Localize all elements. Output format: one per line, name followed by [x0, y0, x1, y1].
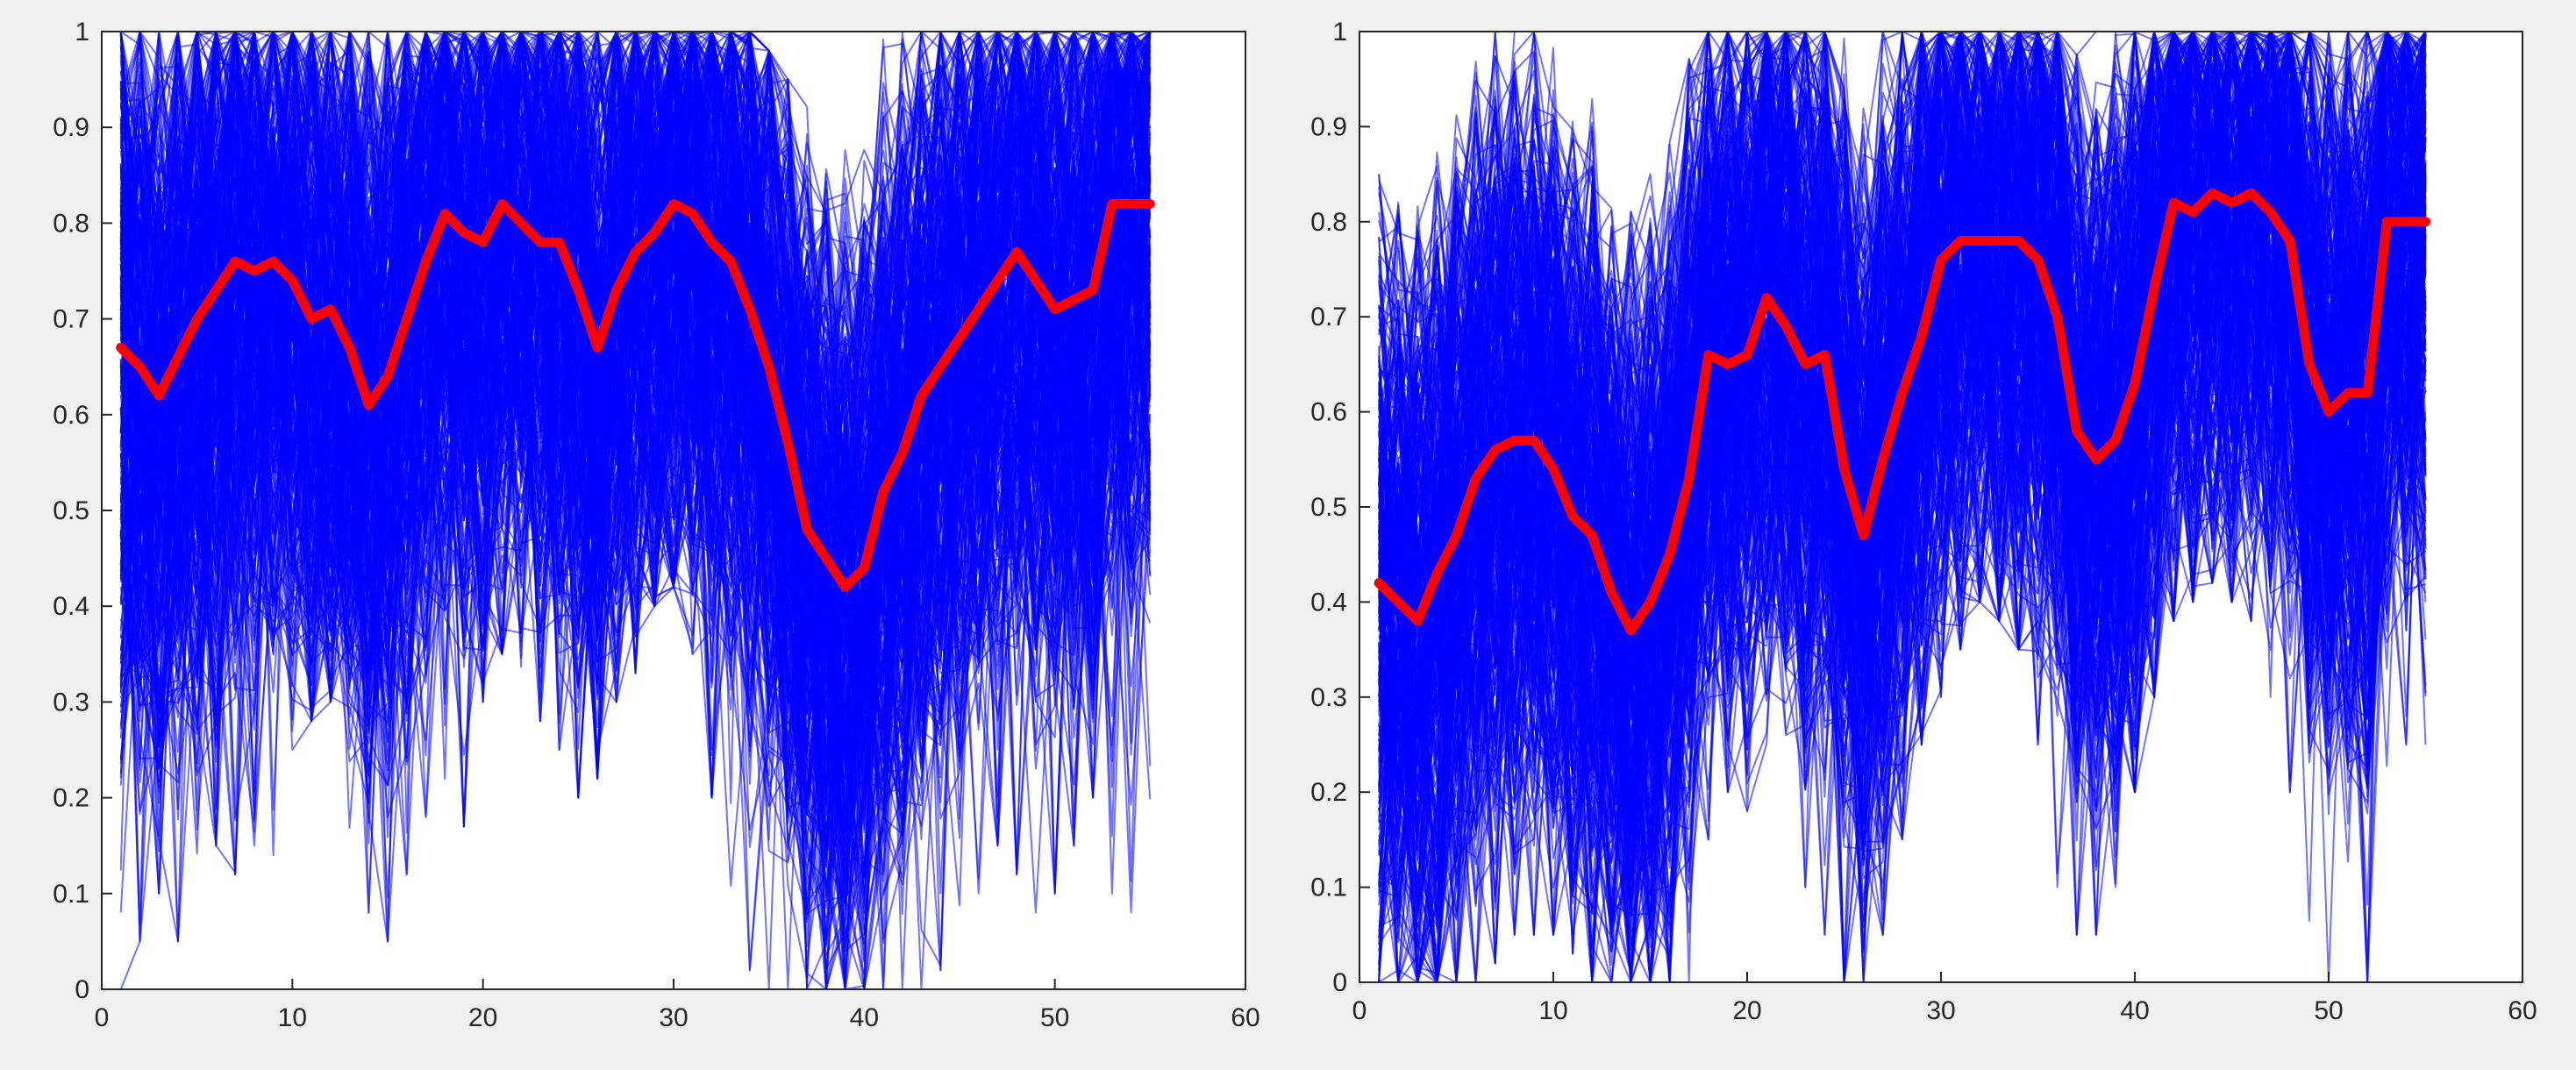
- right-sample-line: [1378, 32, 2427, 707]
- right-y-axis: 0 0.1 0.2 0.3 0.4 0.5 0.6 0.7 0.8 0.9 1: [1310, 18, 1370, 997]
- right-sample-line: [1378, 196, 2427, 982]
- right-x-tick-label: 10: [1538, 996, 1567, 1025]
- right-sample-line: [1378, 32, 2427, 918]
- left-y-tick-label: 0.9: [53, 113, 89, 142]
- left-sample-line: [119, 32, 1152, 579]
- left-sample-line: [119, 161, 1152, 900]
- left-sample-line: [120, 32, 1152, 489]
- right-sample-line: [1378, 160, 2427, 823]
- left-x-tick-label: 30: [659, 1003, 688, 1032]
- left-sample-line: [119, 254, 1152, 935]
- right-sample-line: [1378, 32, 2426, 617]
- left-x-tick-label: 0: [95, 1003, 110, 1032]
- left-y-tick-label: 1: [75, 18, 89, 46]
- right-y-tick-label: 0: [1332, 968, 1347, 997]
- left-sample-line: [119, 234, 1152, 761]
- left-mean-line-group: [116, 199, 1155, 592]
- right-sample-lines: [1378, 32, 2427, 982]
- left-sample-line: [119, 86, 1152, 943]
- right-sample-line: [1378, 32, 2427, 729]
- left-mean-line: [116, 199, 1155, 592]
- left-sample-line: [119, 32, 1152, 741]
- right-y-tick-label: 0.9: [1310, 112, 1347, 141]
- left-x-tick-label: 60: [1231, 1003, 1259, 1032]
- left-sample-line: [119, 206, 1152, 872]
- left-x-tick-label: 10: [278, 1003, 307, 1032]
- right-x-axis: 0 10 20 30 40 50 60: [1352, 972, 2537, 1025]
- left-x-axis: 0 10 20 30 40 50 60: [95, 979, 1260, 1032]
- left-sample-line: [119, 32, 1152, 731]
- right-y-tick-label: 0.5: [1310, 493, 1347, 522]
- right-sample-line: [1378, 37, 2427, 982]
- right-y-tick-label: 0.1: [1310, 874, 1347, 902]
- right-sample-line: [1378, 32, 2426, 649]
- right-x-tick-label: 40: [2120, 996, 2149, 1025]
- left-y-tick-label: 0.7: [53, 305, 89, 334]
- right-chart-panel: 0 10 20 30 40 50 60 00.10.20.30.40.50.60.70.80…: [1289, 0, 2576, 1070]
- right-y-tick-label: 1: [1332, 18, 1347, 46]
- left-y-tick-label: 0.8: [53, 209, 89, 238]
- left-y-tick-label: 0.2: [53, 784, 89, 813]
- left-sample-line: [119, 32, 1151, 460]
- left-sample-line: [119, 32, 1152, 591]
- right-x-tick-label: 30: [1926, 996, 1955, 1025]
- right-sample-line: [1378, 172, 2427, 982]
- left-sample-line: [119, 32, 1152, 989]
- right-x-tick-label: 20: [1732, 996, 1761, 1025]
- right-sample-line: [1378, 32, 2427, 531]
- right-sample-line: [1378, 177, 2427, 974]
- right-sample-line: [1378, 32, 2427, 598]
- right-sample-line: [1378, 32, 2427, 938]
- left-y-tick-label: 0.3: [53, 688, 89, 717]
- left-sample-line: [120, 32, 1152, 715]
- right-x-tick-label: 60: [2508, 996, 2537, 1025]
- left-sample-line: [119, 68, 1152, 844]
- right-y-tick-label: 0.8: [1310, 208, 1347, 237]
- right-sample-line: [1378, 32, 2426, 837]
- right-mean-line: [1374, 188, 2430, 636]
- left-sample-line: [120, 235, 1151, 956]
- left-y-tick-label: 0.5: [53, 496, 89, 525]
- left-y-tick-label: 0.1: [53, 880, 89, 909]
- right-x-tick-label: 0: [1352, 996, 1367, 1025]
- left-sample-line: [119, 32, 1151, 559]
- left-sample-line: [119, 32, 1151, 528]
- left-y-tick-label: 0: [75, 975, 89, 1004]
- left-sample-line: [119, 32, 1152, 761]
- right-sample-line: [1378, 32, 2427, 681]
- right-y-tick-label: 0.6: [1310, 398, 1347, 427]
- left-sample-line: [119, 32, 1151, 838]
- left-x-tick-label: 40: [850, 1003, 879, 1032]
- left-sample-line: [120, 32, 1152, 820]
- left-chart-panel: 0 10 20 30 40 50 60 00.10.20.30.40.50.60.70.80…: [0, 0, 1282, 1070]
- right-sample-line: [1378, 32, 2426, 982]
- right-y-tick-label: 0.4: [1310, 588, 1347, 617]
- left-y-tick-label: 0.4: [53, 592, 89, 621]
- right-x-tick-label: 50: [2314, 996, 2343, 1025]
- left-x-tick-label: 50: [1040, 1003, 1069, 1032]
- right-y-tick-label: 0.2: [1310, 778, 1347, 807]
- left-y-tick-label: 0.6: [53, 401, 89, 430]
- left-x-tick-label: 20: [468, 1003, 497, 1032]
- right-sample-line: [1378, 32, 2426, 621]
- left-sample-line: [119, 197, 1152, 989]
- left-sample-line: [119, 32, 1152, 646]
- right-sample-line: [1378, 32, 2427, 881]
- left-y-axis: 0 0.1 0.2 0.3 0.4 0.5 0.6 0.7 0.8 0.9 1: [53, 18, 112, 1004]
- left-sample-line: [119, 32, 1152, 568]
- right-sample-line: [1378, 172, 2427, 901]
- right-y-tick-label: 0.7: [1310, 303, 1347, 332]
- right-sample-line: [1379, 32, 2427, 982]
- right-mean-line-group: [1374, 188, 2430, 636]
- left-sample-line: [119, 165, 1152, 788]
- left-sample-line: [119, 32, 1151, 773]
- left-sample-line: [119, 192, 1152, 961]
- right-y-tick-label: 0.3: [1310, 683, 1347, 712]
- right-sample-line: [1378, 32, 2426, 688]
- left-sample-line: [119, 32, 1151, 575]
- left-sample-line: [119, 208, 1152, 975]
- left-sample-line: [119, 32, 1152, 739]
